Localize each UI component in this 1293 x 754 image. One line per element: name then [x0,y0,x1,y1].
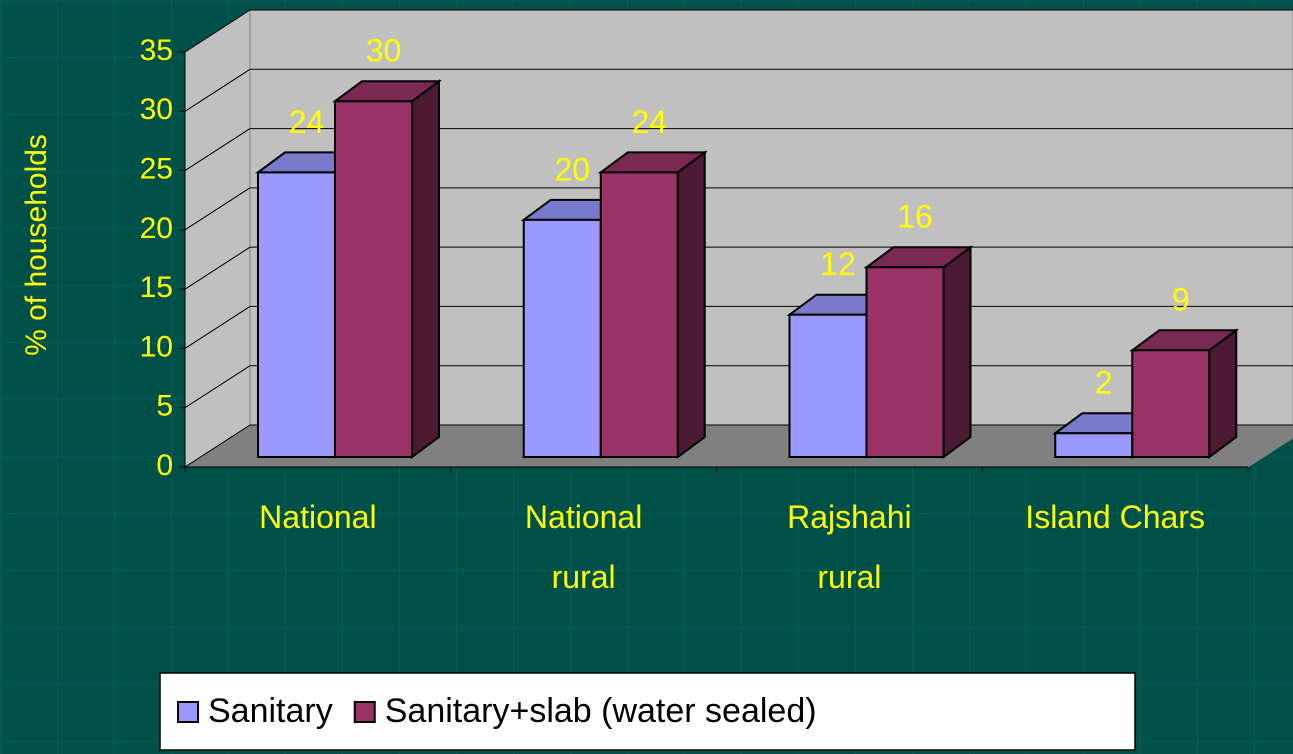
grid-line [184,128,251,171]
y-tick-label: 15 [140,271,173,304]
legend-swatch [353,701,376,723]
bar-front [1054,432,1134,458]
bar-side [942,245,972,459]
bar-front [788,313,868,459]
grid-line [184,9,251,53]
x-tick-line: National [259,499,376,535]
value-label: 9 [1172,282,1190,318]
x-tick-line: rural [817,559,881,595]
bar-front [257,171,336,459]
bar-front [599,171,679,459]
bar-side [1208,328,1238,459]
y-axis-label: % of households [20,134,53,356]
x-tick-line: National [525,499,642,535]
value-label: 24 [289,104,325,140]
x-tick-line: Rajshahi [787,499,912,535]
bar [331,79,443,459]
value-label: 16 [897,199,933,235]
bar [863,245,974,459]
legend [159,672,1136,751]
grid-line [184,365,251,409]
x-tick-label: Rajshahi rural [787,499,912,595]
bar [597,150,708,459]
value-label: 30 [366,33,402,69]
bar-front [865,266,945,458]
y-tick-label: 35 [140,34,173,67]
grid-line [184,306,251,349]
side-wall [184,9,251,468]
y-tick-label: 30 [140,93,173,126]
grid-line [184,68,251,112]
y-tick-label: 20 [140,212,173,245]
legend-label: Sanitary [208,692,333,730]
bar-front [1131,349,1211,458]
y-tick-label: 25 [140,152,173,185]
legend-swatch [177,701,199,723]
legend-label: Sanitary+slab (water sealed) [385,692,817,730]
bar-side [676,150,706,459]
bar-front [334,100,413,459]
x-tick-line: rural [552,559,616,595]
x-tick-label: National rural [525,499,642,595]
value-label: 24 [631,104,667,140]
grid-line [184,424,251,468]
value-label: 2 [1095,365,1113,401]
y-tick-label: 5 [156,390,173,423]
bar-front [522,218,602,458]
grid-line [184,246,251,290]
bar-side [411,79,440,459]
x-tick-label: Island Chars [1025,499,1205,535]
y-tick-label: 10 [140,330,173,363]
value-label: 12 [820,246,856,282]
y-tick-label: 0 [156,449,173,482]
x-tick-line: Island Chars [1025,499,1205,535]
value-label: 20 [554,151,590,187]
bar [1129,328,1240,459]
x-tick-label: National [259,499,376,535]
grid-line [184,187,251,231]
